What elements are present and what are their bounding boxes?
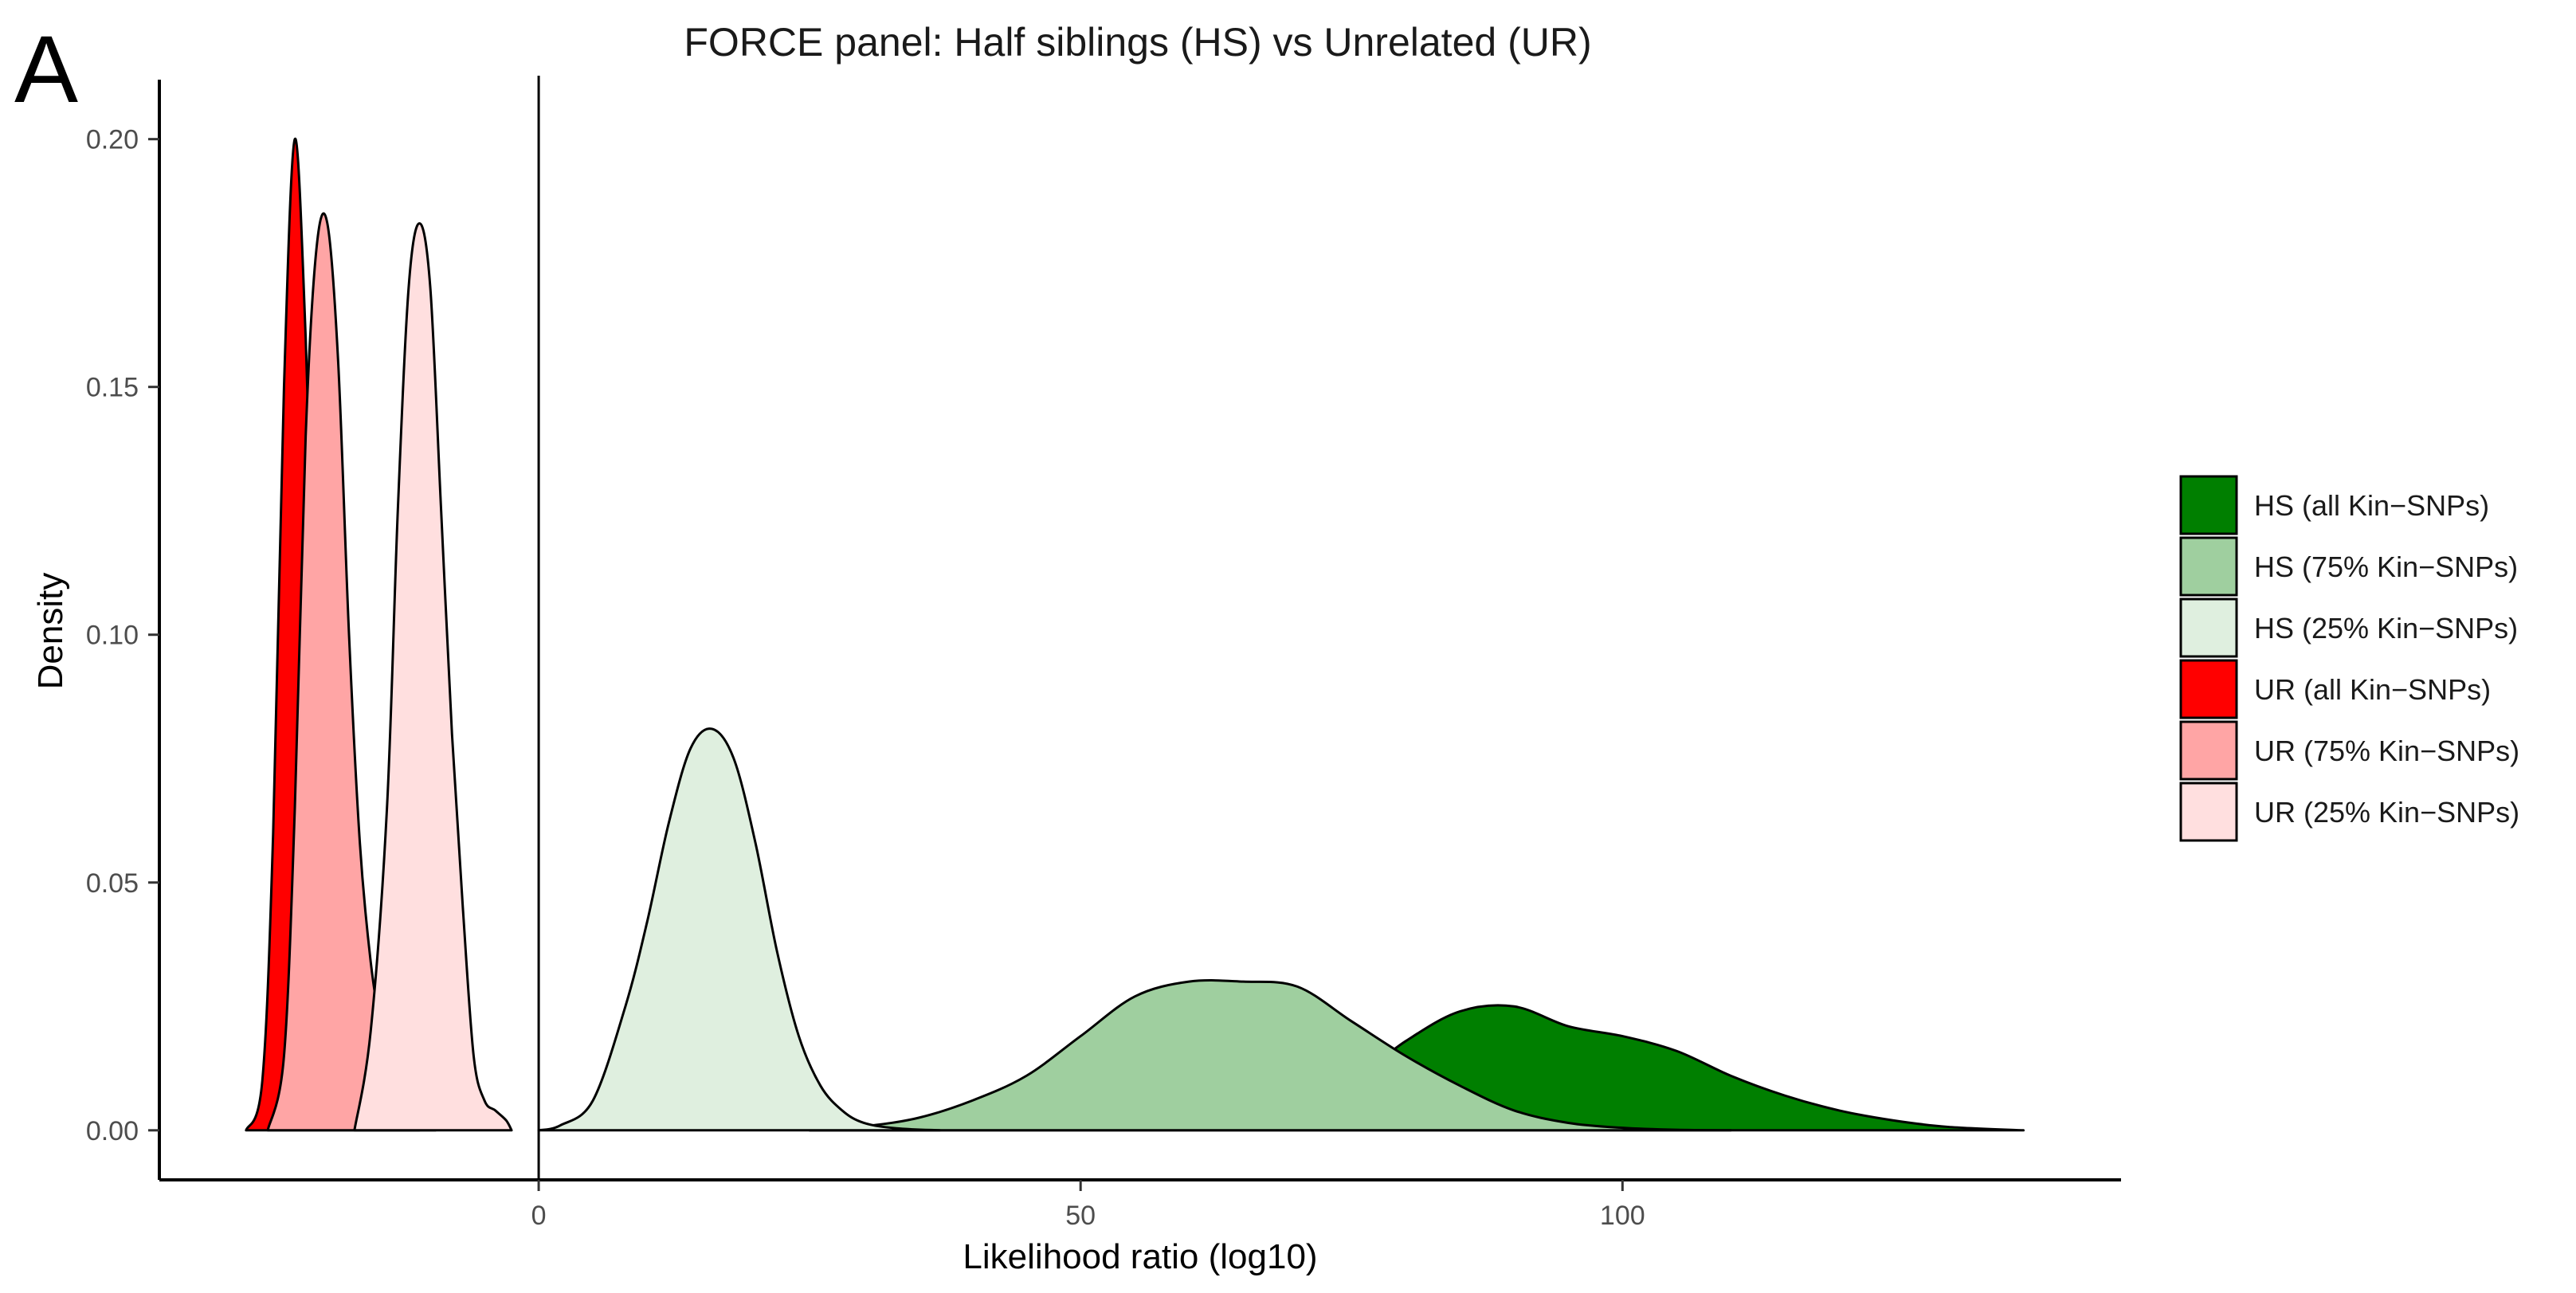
legend-swatch-ur-75-kin-snps bbox=[2179, 720, 2238, 781]
legend-label-ur-all-kin-snps: UR (all Kin−SNPs) bbox=[2254, 673, 2491, 706]
y-tick-label: 0.20 bbox=[86, 125, 139, 155]
legend-swatch-ur-25-kin-snps bbox=[2179, 782, 2238, 842]
plot-areas bbox=[245, 137, 2025, 1132]
y-tick-label: 0.15 bbox=[86, 373, 139, 403]
density-area-ur-25-kin-snps bbox=[353, 221, 513, 1132]
legend-swatch-hs-all-kin-snps bbox=[2179, 475, 2238, 535]
y-tick-label: 0.10 bbox=[86, 621, 139, 651]
x-tick-label: 100 bbox=[1600, 1201, 1645, 1231]
x-axis-title: Likelihood ratio (log10) bbox=[963, 1237, 1317, 1276]
legend-swatch-hs-75-kin-snps bbox=[2179, 536, 2238, 597]
y-ticks: 0.00 0.05 0.10 0.15 0.20 bbox=[86, 125, 159, 1146]
x-ticks: 0 50 100 bbox=[531, 1180, 1645, 1231]
panel-letter: A bbox=[14, 16, 78, 123]
legend-swatch-ur-all-kin-snps bbox=[2179, 659, 2238, 719]
legend-label-ur-25-kin-snps: UR (25% Kin−SNPs) bbox=[2254, 796, 2519, 829]
legend-label-hs-75-kin-snps: HS (75% Kin−SNPs) bbox=[2254, 551, 2518, 583]
x-tick-label: 50 bbox=[1065, 1201, 1096, 1231]
chart-title: FORCE panel: Half siblings (HS) vs Unrel… bbox=[684, 20, 1591, 65]
legend: HS (all Kin−SNPs) HS (75% Kin−SNPs) HS (25… bbox=[2179, 475, 2519, 842]
density-area-hs-75-kin-snps bbox=[808, 979, 1732, 1132]
legend-swatch-hs-25-kin-snps bbox=[2179, 598, 2238, 658]
density-area-hs-25-kin-snps bbox=[537, 727, 941, 1132]
y-axis-title: Density bbox=[31, 573, 70, 690]
legend-label-hs-25-kin-snps: HS (25% Kin−SNPs) bbox=[2254, 612, 2518, 645]
y-tick-label: 0.00 bbox=[86, 1116, 139, 1146]
y-tick-label: 0.05 bbox=[86, 868, 139, 899]
legend-label-hs-all-kin-snps: HS (all Kin−SNPs) bbox=[2254, 489, 2489, 522]
legend-label-ur-75-kin-snps: UR (75% Kin−SNPs) bbox=[2254, 735, 2519, 767]
x-tick-label: 0 bbox=[531, 1201, 547, 1231]
